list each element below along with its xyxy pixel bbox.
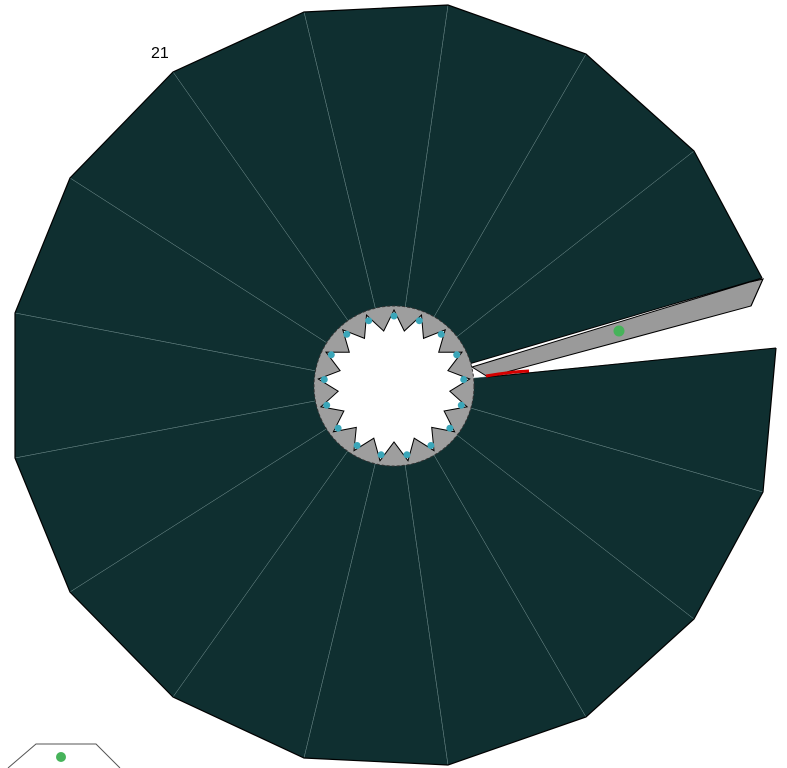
spike-dot-icon bbox=[365, 317, 373, 325]
spike-dot-icon bbox=[427, 442, 435, 449]
spike-dot-icon bbox=[457, 401, 465, 409]
spike-dot-icon bbox=[323, 401, 331, 409]
spike-dot-icon bbox=[334, 424, 342, 432]
player-dot-icon[interactable] bbox=[613, 325, 625, 337]
ring-segments bbox=[14, 4, 777, 766]
spike-dot-icon bbox=[390, 312, 398, 320]
plank-edge bbox=[749, 278, 764, 307]
gap-edge-bottom bbox=[487, 347, 777, 378]
spike-dot-icon bbox=[403, 451, 411, 459]
inner-spikes bbox=[317, 308, 471, 462]
next-piece-preview bbox=[7, 743, 121, 768]
spike-dot-icon bbox=[377, 451, 385, 459]
spike-dot-icon bbox=[320, 376, 328, 383]
spike-dot-icon bbox=[446, 424, 454, 432]
spike-dot-icon bbox=[437, 330, 445, 338]
gap-edge-top bbox=[468, 277, 763, 365]
spike-dot-icon bbox=[415, 317, 423, 325]
spike-dot-icon bbox=[327, 351, 335, 359]
spike-dot-icon bbox=[460, 376, 468, 383]
spike-dot-icon bbox=[453, 351, 461, 359]
score-counter: 21 bbox=[151, 45, 169, 62]
contact-highlight bbox=[485, 369, 530, 378]
spike-dot-icon bbox=[353, 442, 361, 449]
ring-outline bbox=[14, 4, 777, 766]
preview-dot-icon bbox=[56, 752, 66, 762]
star-opening bbox=[317, 308, 471, 462]
spike-dot-icon bbox=[343, 330, 351, 338]
